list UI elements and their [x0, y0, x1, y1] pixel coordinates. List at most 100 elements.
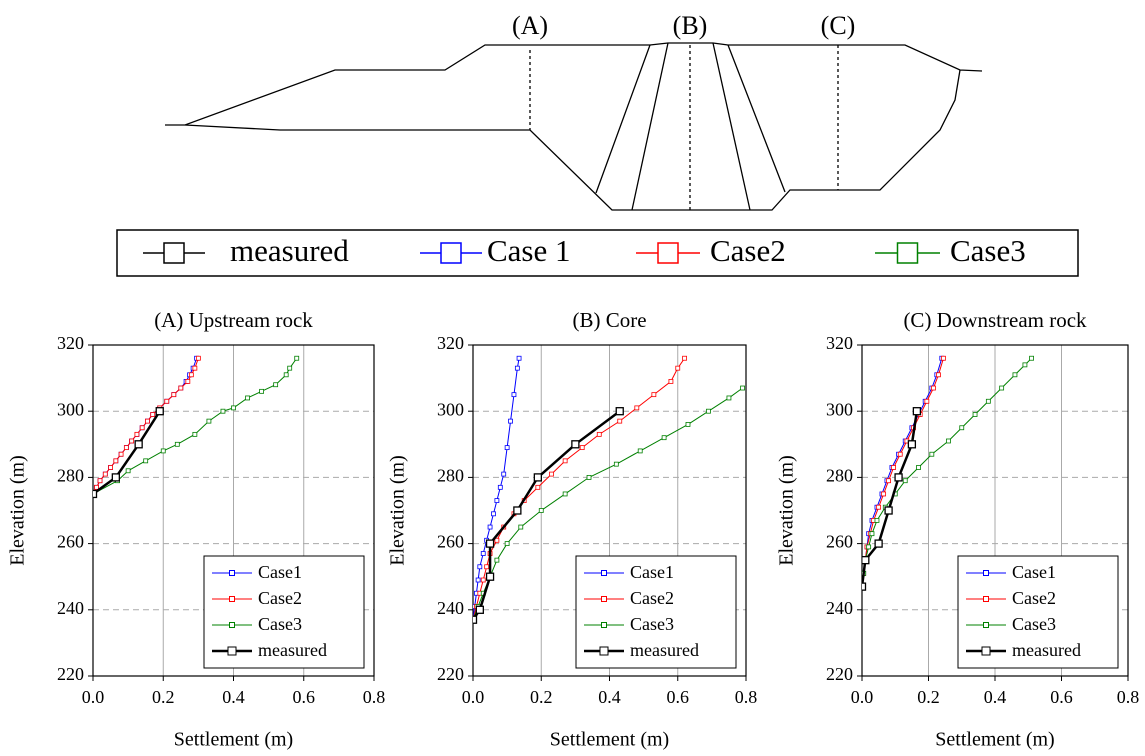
data-point: [916, 465, 921, 470]
x-tick-label: 0.2: [530, 687, 553, 707]
y-tick-label: 240: [57, 598, 84, 618]
data-point: [171, 392, 177, 398]
core-zone-lines: [595, 42, 786, 211]
y-tick-label: 300: [437, 399, 464, 419]
dam-section: (A) (B) (C): [165, 11, 983, 212]
data-point: [480, 577, 486, 583]
data-point: [94, 484, 99, 490]
data-point: [111, 473, 120, 482]
data-point: [143, 458, 149, 464]
data-point: [494, 498, 500, 503]
y-tick-label: 220: [826, 664, 853, 684]
legend-marker: [229, 596, 235, 602]
x-tick-label: 0.8: [363, 687, 386, 707]
data-point: [178, 385, 184, 391]
data-point: [504, 445, 510, 451]
legend-marker: [163, 242, 185, 264]
data-point: [485, 539, 495, 548]
legend-label: Case1: [1012, 562, 1056, 582]
series-line: [93, 357, 298, 495]
series-line: [93, 358, 198, 495]
legend-marker: [601, 596, 607, 602]
data-point: [283, 372, 289, 378]
y-tick-label: 320: [826, 333, 853, 353]
y-tick-label: 260: [57, 532, 84, 552]
data-point: [886, 478, 891, 484]
y-tick-label: 260: [826, 532, 853, 552]
legend-label: Case2: [258, 588, 302, 608]
data-point: [866, 544, 872, 550]
series-line: [862, 358, 944, 587]
data-point: [220, 408, 226, 414]
y-tick-label: 320: [57, 333, 84, 353]
data-point: [613, 461, 619, 467]
data-point: [579, 445, 585, 451]
legend-label: Case 1: [487, 233, 571, 268]
plot-frame: [472, 344, 747, 677]
section-lines: [529, 45, 839, 212]
series-line: [93, 358, 199, 495]
data-point: [475, 577, 481, 583]
legend-label: Case2: [1012, 588, 1056, 608]
data-point: [195, 355, 201, 361]
x-tick-label: 0.6: [293, 687, 316, 707]
data-point: [102, 471, 108, 477]
data-point: [740, 385, 745, 391]
legend-marker: [229, 570, 235, 576]
data-point: [93, 489, 98, 499]
y-tick-label: 240: [826, 598, 853, 618]
data-point: [174, 441, 180, 447]
data-point: [874, 539, 883, 548]
series-line: [473, 410, 621, 621]
data-point: [562, 458, 568, 464]
data-point: [897, 451, 903, 457]
data-point: [538, 508, 544, 513]
data-point: [484, 564, 490, 570]
data-point: [571, 440, 580, 449]
y-tick-label: 260: [437, 532, 464, 552]
data-point: [929, 451, 935, 457]
data-point: [862, 582, 867, 591]
data-point: [999, 385, 1005, 391]
data-point: [586, 474, 592, 480]
data-point: [145, 418, 150, 424]
data-point: [1012, 372, 1018, 378]
x-tick-label: 0.6: [667, 687, 690, 707]
data-point: [108, 465, 113, 470]
data-point: [501, 471, 507, 477]
data-point: [134, 431, 140, 437]
x-axis-label: Settlement (m): [935, 729, 1054, 751]
legend-marker: [983, 570, 989, 576]
legend-marker: [229, 622, 235, 628]
x-tick-label: 0.0: [851, 687, 874, 707]
data-point: [139, 425, 145, 431]
shared-legend-box: [116, 229, 1079, 277]
legend-label: measured: [630, 640, 699, 660]
data-point: [596, 431, 602, 437]
chart: (B) Core Settlement (m) Elevation (m) 220 24…: [387, 308, 758, 751]
y-axis-label: Elevation (m): [776, 455, 798, 566]
y-tick-label: 240: [437, 598, 464, 618]
data-point: [685, 422, 691, 427]
x-tick-label: 0.8: [735, 687, 758, 707]
y-tick-label: 300: [57, 399, 84, 419]
x-tick-label: 0.0: [462, 687, 485, 707]
data-point: [891, 465, 896, 470]
y-tick-label: 220: [57, 664, 84, 684]
data-point: [876, 504, 882, 510]
y-tick-label: 300: [826, 399, 853, 419]
data-point: [1029, 355, 1034, 361]
chart: (C) Downstream rock Settlement (m) Elevati…: [776, 308, 1140, 751]
data-point: [245, 395, 250, 401]
data-point: [936, 372, 941, 378]
legend-label: Case3: [258, 614, 302, 634]
x-tick-label: 0.4: [222, 687, 245, 707]
data-point: [884, 506, 893, 515]
data-point: [494, 537, 500, 543]
section-label: (B): [673, 11, 708, 40]
data-point: [511, 392, 517, 398]
data-point: [160, 448, 166, 454]
data-point: [206, 418, 212, 424]
data-point: [475, 605, 484, 614]
legend-marker: [599, 646, 609, 656]
